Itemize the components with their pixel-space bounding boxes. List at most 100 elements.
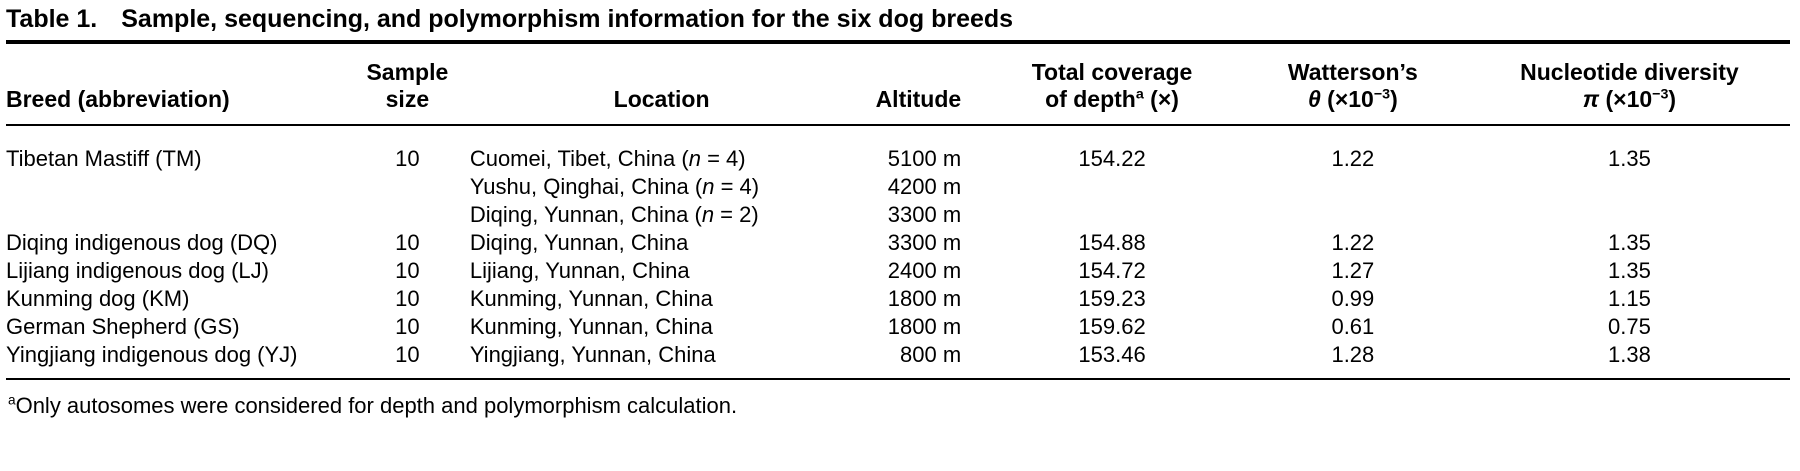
sample-size-cell: 10	[345, 257, 470, 285]
sample-size-cell: 10	[345, 229, 470, 257]
header-coverage-line2: of deptha (×)	[987, 86, 1237, 113]
sample-size-value: 10	[395, 342, 420, 367]
watterson-value: 1.22	[1331, 146, 1375, 171]
breed-cell: Lijiang indigenous dog (LJ)	[6, 257, 345, 285]
location-text: Kunming, Yunnan, China	[469, 286, 713, 311]
italic-n: n	[702, 174, 715, 199]
header-row: Breed (abbreviation) Sample size Locatio…	[6, 44, 1790, 125]
coverage-cell: 154.72	[987, 257, 1237, 285]
altitude-value: 4200 m	[887, 174, 962, 199]
header-sample-size: Sample size	[345, 44, 470, 125]
header-breed: Breed (abbreviation)	[6, 44, 345, 125]
watterson-cell: 1.27	[1237, 257, 1469, 285]
coverage-cell: 154.88	[987, 229, 1237, 257]
coverage-value: 159.62	[1078, 314, 1146, 339]
watterson-cell: 0.61	[1237, 313, 1469, 341]
header-coverage: Total coverage of deptha (×)	[987, 44, 1237, 125]
breed-name: Tibetan Mastiff (TM)	[6, 146, 202, 171]
location-cell: Lijiang, Yunnan, China	[470, 257, 854, 285]
location-cell: Diqing, Yunnan, China	[470, 229, 854, 257]
data-table: Breed (abbreviation) Sample size Locatio…	[6, 44, 1790, 380]
diversity-value: 0.75	[1608, 314, 1651, 339]
diversity-value: 1.35	[1608, 230, 1651, 255]
altitude-value: 800 m	[900, 342, 962, 367]
table-footnote: aOnly autosomes were considered for dept…	[6, 380, 1790, 419]
altitude-value: 3300 m	[887, 202, 962, 227]
breed-name: Kunming dog (KM)	[6, 286, 190, 311]
location-cell: Kunming, Yunnan, China	[470, 313, 854, 341]
coverage-cell: 159.62	[987, 313, 1237, 341]
sample-size-value: 10	[395, 258, 420, 283]
altitude-cell: 2400 m	[853, 257, 987, 285]
location-text: Diqing, Yunnan, China (	[469, 202, 702, 227]
header-watterson-exp: −3	[1373, 86, 1391, 103]
diversity-cell: 1.35	[1469, 229, 1790, 257]
table-row-lijiang-dog: Lijiang indigenous dog (LJ) 10 Lijiang, …	[6, 257, 1790, 285]
footnote-text: Only autosomes were considered for depth…	[15, 393, 738, 418]
diversity-cell: 1.15	[1469, 285, 1790, 313]
breed-cell: Tibetan Mastiff (TM)	[6, 125, 345, 229]
coverage-value: 154.72	[1078, 258, 1146, 283]
table-row-diqing-dog: Diqing indigenous dog (DQ) 10 Diqing, Yu…	[6, 229, 1790, 257]
location-cell: Yingjiang, Yunnan, China	[470, 341, 854, 379]
altitude-value: 5100 m	[887, 146, 962, 171]
diversity-cell: 0.75	[1469, 313, 1790, 341]
diversity-cell: 1.38	[1469, 341, 1790, 379]
coverage-cell: 153.46	[987, 341, 1237, 379]
breed-name: Lijiang indigenous dog (LJ)	[6, 258, 269, 283]
coverage-value: 153.46	[1078, 342, 1146, 367]
location-line: Diqing, Yunnan, China (n = 2)	[470, 201, 854, 229]
sample-size-cell: 10	[345, 285, 470, 313]
table-label: Table 1.	[6, 5, 98, 33]
watterson-value: 1.27	[1331, 258, 1375, 283]
diversity-value: 1.15	[1608, 286, 1651, 311]
watterson-value: 1.22	[1331, 230, 1375, 255]
altitude-value: 1800 m	[887, 314, 962, 339]
location-text: Diqing, Yunnan, China	[469, 230, 689, 255]
italic-n: n	[701, 202, 715, 227]
table-title: Table 1. Sample, sequencing, and polymorp…	[6, 4, 1790, 40]
location-count: = 4)	[700, 146, 746, 171]
altitude-value: 1800 m	[887, 286, 962, 311]
header-coverage-line1: Total coverage	[1031, 59, 1193, 85]
location-text: Kunming, Yunnan, China	[469, 314, 713, 339]
location-cell: Cuomei, Tibet, China (n = 4) Yushu, Qing…	[470, 125, 854, 229]
header-altitude-label: Altitude	[875, 86, 962, 112]
sample-size-value: 10	[395, 286, 420, 311]
table-title-text: Sample, sequencing, and polymorphism inf…	[121, 5, 1014, 33]
altitude-cell: 800 m	[853, 341, 987, 379]
breed-name: Yingjiang indigenous dog (YJ)	[6, 342, 298, 367]
coverage-value: 159.23	[1078, 286, 1146, 311]
location-count: = 2)	[714, 202, 759, 227]
diversity-value: 1.35	[1608, 258, 1651, 283]
diversity-value: 1.38	[1608, 342, 1651, 367]
header-diversity: Nucleotide diversity π (×10−3)	[1469, 44, 1790, 125]
sample-size-cell: 10	[345, 313, 470, 341]
header-diversity-line1: Nucleotide diversity	[1520, 59, 1739, 85]
diversity-value: 1.35	[1608, 146, 1651, 171]
altitude-value: 2400 m	[887, 258, 962, 283]
header-coverage-unit: (×)	[1143, 86, 1179, 112]
header-diversity-exp: −3	[1652, 86, 1669, 103]
breed-name: Diqing indigenous dog (DQ)	[6, 230, 278, 255]
watterson-value: 0.61	[1331, 314, 1375, 339]
title-rule	[6, 40, 1790, 44]
header-watterson-close: )	[1390, 86, 1398, 112]
breed-cell: Kunming dog (KM)	[6, 285, 345, 313]
watterson-cell: 1.28	[1237, 341, 1469, 379]
header-coverage-text: of depth	[1045, 86, 1136, 112]
altitude-value: 3300 m	[887, 230, 962, 255]
header-location-label: Location	[613, 86, 710, 112]
footnote-marker-a: a	[1135, 86, 1144, 103]
coverage-value: 154.22	[1078, 146, 1146, 171]
breed-name: German Shepherd (GS)	[6, 314, 240, 339]
altitude-cell: 1800 m	[853, 285, 987, 313]
sample-size-value: 10	[395, 146, 420, 171]
header-sample-line2: size	[385, 86, 430, 112]
coverage-value: 154.88	[1078, 230, 1146, 255]
header-watterson: Watterson’s θ (×10−3)	[1237, 44, 1469, 125]
watterson-cell: 1.22	[1237, 229, 1469, 257]
footnote-superscript-a: a	[8, 392, 16, 408]
header-watterson-scale: (×10	[1320, 86, 1374, 112]
header-location: Location	[470, 44, 854, 125]
